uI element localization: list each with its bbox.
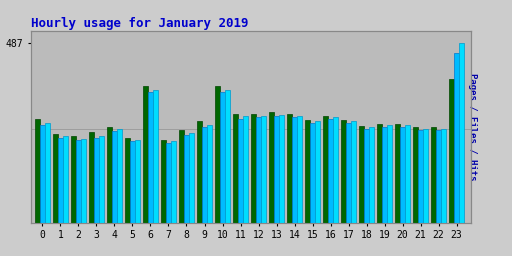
Bar bbox=[274, 116, 279, 223]
Bar bbox=[310, 123, 315, 223]
Bar bbox=[197, 121, 202, 223]
Bar bbox=[342, 120, 346, 223]
Bar bbox=[35, 119, 40, 223]
Bar bbox=[184, 135, 189, 223]
Bar bbox=[53, 134, 58, 223]
Bar bbox=[269, 112, 274, 223]
Bar bbox=[423, 129, 428, 223]
Bar bbox=[436, 130, 441, 223]
Bar bbox=[125, 138, 130, 223]
Bar bbox=[189, 133, 194, 223]
Bar bbox=[450, 79, 454, 223]
Bar bbox=[89, 132, 94, 223]
Bar bbox=[387, 125, 392, 223]
Bar bbox=[58, 138, 63, 223]
Bar bbox=[117, 129, 122, 223]
Bar bbox=[233, 114, 238, 223]
Bar bbox=[143, 86, 148, 223]
Bar bbox=[261, 116, 266, 223]
Bar bbox=[382, 127, 387, 223]
Bar bbox=[238, 119, 243, 223]
Bar bbox=[220, 92, 225, 223]
Bar bbox=[279, 114, 284, 223]
Bar bbox=[364, 129, 369, 223]
Bar bbox=[377, 124, 382, 223]
Bar bbox=[287, 114, 292, 223]
Bar bbox=[315, 121, 320, 223]
Bar bbox=[166, 143, 171, 223]
Bar bbox=[359, 126, 364, 223]
Bar bbox=[328, 119, 333, 223]
Bar bbox=[413, 127, 418, 223]
Bar bbox=[459, 43, 464, 223]
Bar bbox=[107, 127, 112, 223]
Bar bbox=[135, 140, 140, 223]
Bar bbox=[297, 116, 302, 223]
Bar bbox=[179, 130, 184, 223]
Bar bbox=[161, 140, 166, 223]
Bar bbox=[99, 136, 104, 223]
Bar bbox=[63, 136, 68, 223]
Bar bbox=[251, 114, 256, 223]
Text: Hourly usage for January 2019: Hourly usage for January 2019 bbox=[31, 17, 248, 29]
Bar bbox=[76, 140, 81, 223]
Bar bbox=[112, 131, 117, 223]
Bar bbox=[81, 138, 86, 223]
Bar bbox=[351, 121, 356, 223]
Bar bbox=[292, 118, 297, 223]
Bar bbox=[369, 127, 374, 223]
Bar bbox=[153, 90, 158, 223]
Bar bbox=[45, 123, 50, 223]
Bar bbox=[40, 125, 45, 223]
Bar bbox=[202, 127, 207, 223]
Bar bbox=[418, 130, 423, 223]
Bar bbox=[215, 86, 220, 223]
Bar bbox=[431, 127, 436, 223]
Bar bbox=[305, 120, 310, 223]
Bar bbox=[256, 118, 261, 223]
Bar bbox=[323, 116, 328, 223]
Bar bbox=[148, 92, 153, 223]
Bar bbox=[441, 129, 446, 223]
Bar bbox=[171, 142, 176, 223]
Bar bbox=[207, 125, 212, 223]
Bar bbox=[94, 138, 99, 223]
Bar bbox=[71, 136, 76, 223]
Bar bbox=[333, 118, 338, 223]
Bar bbox=[225, 90, 230, 223]
Bar bbox=[243, 116, 248, 223]
Bar bbox=[346, 123, 351, 223]
Bar bbox=[400, 127, 405, 223]
Bar bbox=[395, 124, 400, 223]
Bar bbox=[130, 142, 135, 223]
Bar bbox=[454, 53, 459, 223]
Y-axis label: Pages / Files / Hits: Pages / Files / Hits bbox=[467, 73, 477, 180]
Bar bbox=[405, 125, 410, 223]
